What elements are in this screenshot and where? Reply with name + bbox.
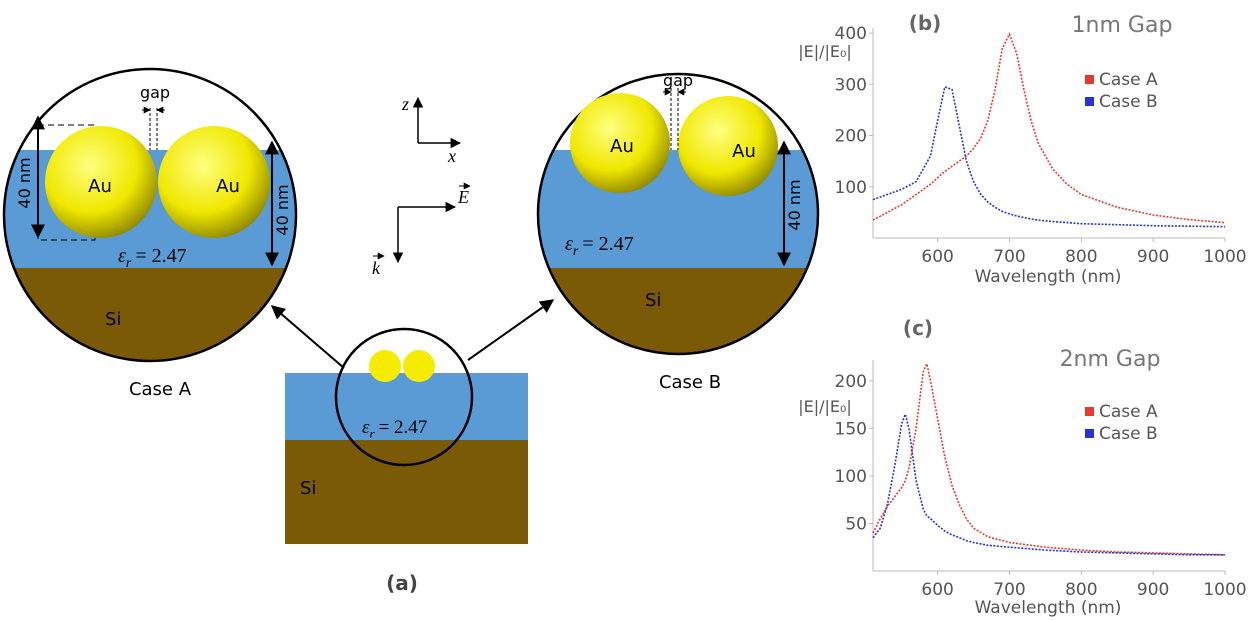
size-label: 40 nm: [15, 157, 34, 208]
y-tick-label: 300: [835, 75, 867, 95]
chart-title: 1nm Gap: [1072, 13, 1173, 38]
value: = 2.47: [379, 417, 428, 438]
x-axis-label: Wavelength (nm): [975, 598, 1122, 618]
symbol: ε: [118, 245, 126, 267]
y-tick-label: 50: [845, 514, 867, 534]
series-line: [873, 414, 1225, 555]
au-particle: [678, 96, 778, 196]
si-label: Si: [645, 290, 661, 311]
subscript: r: [126, 256, 132, 271]
x-tick-label: 1000: [1203, 247, 1246, 267]
coordinate-axes: z x E k: [372, 94, 470, 278]
legend-label: Case A: [1099, 70, 1158, 90]
legend-swatch: [1085, 97, 1094, 106]
panel-label: (c): [903, 316, 933, 340]
y-tick-label: 200: [835, 127, 867, 147]
x-tick-label: 1000: [1203, 580, 1246, 600]
legend-label: Case B: [1099, 424, 1158, 444]
x-tick-label: 800: [1065, 247, 1097, 267]
x-label: x: [447, 146, 456, 166]
y-axis-label: |E|/|E₀|: [798, 42, 852, 61]
si-label: Si: [105, 309, 121, 330]
x-tick-label: 700: [993, 580, 1025, 600]
case-b: gap Au Au 40 nm εr= 2.47 Si Case B: [530, 71, 830, 393]
z-label: z: [401, 94, 409, 114]
figure: gap Au Au 40 nm 40 nm εr= 2.47 Si Case A…: [0, 0, 1260, 620]
size-label: 40 nm: [273, 184, 292, 235]
substrate-view: εr= 2.47 Si (a): [272, 300, 553, 595]
gap-label: gap: [140, 83, 170, 102]
x-tick-label: 800: [1065, 580, 1097, 600]
chart-title: 2nm Gap: [1060, 347, 1161, 372]
x-tick-label: 900: [1137, 247, 1169, 267]
au-label: Au: [88, 176, 112, 197]
value: = 2.47: [135, 245, 186, 267]
x-axis-label: Wavelength (nm): [975, 267, 1122, 287]
au-label: Au: [732, 141, 756, 162]
y-axis-label: |E|/|E₀|: [798, 397, 852, 416]
e-label: E: [457, 187, 469, 207]
panel-label: (b): [909, 11, 942, 35]
x-tick-label: 900: [1137, 580, 1169, 600]
au-particle: [403, 350, 435, 382]
series-line: [873, 34, 1225, 223]
panel-label: (a): [386, 571, 418, 595]
legend-label: Case A: [1099, 402, 1158, 422]
x-tick-label: 600: [921, 580, 953, 600]
series-line: [873, 364, 1225, 555]
y-tick-label: 200: [835, 372, 867, 392]
x-tick-label: 600: [921, 247, 953, 267]
x-tick-label: 700: [993, 247, 1025, 267]
y-tick-label: 100: [835, 467, 867, 487]
legend-swatch: [1085, 429, 1094, 438]
subscript: r: [573, 244, 579, 259]
zoom-arrow: [468, 300, 553, 360]
si-label: Si: [300, 478, 316, 499]
size-label: 40 nm: [785, 179, 804, 230]
series-line: [873, 87, 1225, 227]
gap-label: gap: [663, 71, 693, 90]
legend-swatch: [1085, 75, 1094, 84]
zoom-arrow: [272, 306, 344, 368]
value: = 2.47: [582, 233, 633, 255]
si-layer: [285, 440, 528, 544]
k-label: k: [372, 258, 381, 278]
au-particle: [158, 126, 270, 238]
case-a: gap Au Au 40 nm 40 nm εr= 2.47 Si Case A: [0, 69, 300, 400]
y-tick-label: 150: [835, 419, 867, 439]
y-tick-label: 100: [835, 178, 867, 198]
au-label: Au: [216, 176, 240, 197]
au-label: Au: [610, 136, 634, 157]
symbol: ε: [565, 233, 573, 255]
case-title: Case A: [129, 379, 192, 400]
au-particle: [369, 350, 401, 382]
legend-swatch: [1085, 407, 1094, 416]
case-title: Case B: [659, 372, 721, 393]
legend-label: Case B: [1099, 92, 1158, 112]
